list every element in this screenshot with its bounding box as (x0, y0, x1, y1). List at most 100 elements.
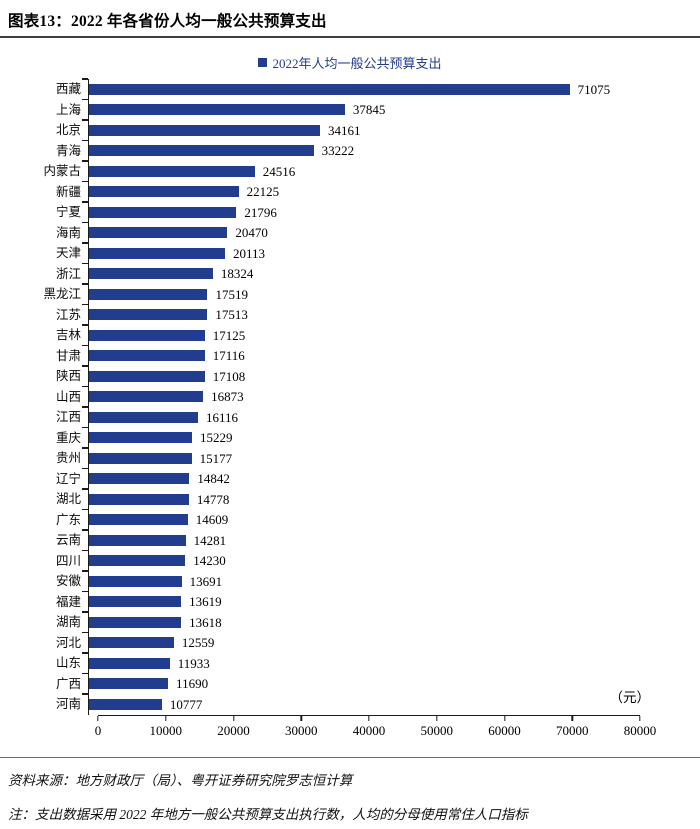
plot-cell: 13691 (82, 570, 630, 592)
bar-row: 湖南 13618 (0, 611, 700, 633)
bar-value: 13618 (189, 614, 222, 630)
bar-row: 甘肃 17116 (0, 344, 700, 366)
category-label: 广东 (55, 512, 81, 527)
bar (89, 493, 189, 505)
plot-cell: 17513 (82, 303, 630, 325)
y-axis-tick (82, 303, 88, 306)
bar-value: 12559 (181, 635, 215, 651)
plot-cell: 14230 (82, 549, 630, 571)
plot-cell: 20113 (82, 242, 630, 264)
bar-row: 江苏 17513 (0, 303, 700, 325)
category-label: 四川 (55, 553, 81, 568)
y-axis-tick (82, 631, 88, 634)
x-axis-tick-label: 30000 (285, 722, 318, 738)
category-label: 山西 (55, 389, 81, 404)
category-label: 河南 (55, 697, 81, 711)
category-label: 黑龙江 (43, 287, 81, 301)
legend-swatch-icon (258, 58, 268, 67)
plot-cell: 34161 (82, 119, 630, 141)
bar (89, 555, 186, 567)
bar (89, 165, 255, 177)
category-label: 上海 (55, 102, 81, 117)
bar-value: 14230 (193, 553, 226, 569)
plot-cell: 17125 (82, 324, 630, 346)
bar-value: 17116 (212, 348, 245, 364)
bar (89, 83, 570, 95)
figure-title: 图表13：2022 年各省份人均一般公共预算支出 (8, 13, 327, 30)
bar-value: 22125 (246, 184, 280, 200)
y-axis-tick (82, 180, 88, 183)
plot-cell: 11690 (82, 672, 630, 694)
category-label: 浙江 (55, 266, 81, 281)
y-axis-tick (82, 221, 88, 224)
bar-value: 71075 (577, 81, 611, 97)
plot-cell: 22125 (82, 180, 630, 202)
y-axis-tick (82, 324, 88, 326)
plot-cell: 17116 (82, 344, 630, 366)
y-axis-tick (82, 139, 88, 142)
x-axis-tick-label: 70000 (556, 722, 589, 738)
y-axis-tick (82, 201, 88, 203)
bar (89, 534, 186, 546)
x-axis-tick-label: 0 (94, 722, 102, 738)
category-label: 江苏 (55, 307, 81, 322)
bar-row: 天津 20113 (0, 242, 700, 264)
plot-cell: 37845 (82, 98, 630, 120)
bar-row: 河南 10777 (0, 693, 700, 715)
plot-cell: 17519 (82, 283, 630, 305)
category-label: 安徽 (55, 574, 81, 588)
bar (89, 616, 182, 628)
category-label: 内蒙古 (43, 164, 81, 178)
category-label: 重庆 (55, 430, 81, 445)
bar-row: 山西 16873 (0, 385, 700, 407)
category-label: 北京 (55, 123, 81, 137)
bar (89, 145, 314, 157)
plot-cell: 71075 (82, 78, 630, 100)
bar-row: 海南 20470 (0, 221, 700, 243)
figure-footer: 资料来源：地方财政厅（局）、粤开证券研究院罗志恒计算 注：支出数据采用 2022… (0, 756, 700, 823)
x-axis-tick (503, 715, 506, 721)
figure-header: 图表13：2022 年各省份人均一般公共预算支出 (0, 0, 700, 38)
plot-cell: 24516 (82, 160, 630, 182)
y-axis-tick (82, 447, 88, 449)
category-label: 福建 (55, 594, 81, 609)
bar (89, 329, 205, 341)
x-axis-tick (571, 715, 573, 721)
plot-cell: 10777 (82, 693, 630, 715)
x-axis-tick (368, 715, 370, 721)
bar-row: 黑龙江 17519 (0, 283, 700, 305)
plot-cell: 33222 (82, 139, 630, 161)
bar (89, 678, 169, 690)
bar (89, 514, 188, 526)
x-axis-tick-label: 50000 (420, 722, 454, 738)
plot-cell: 14842 (82, 467, 630, 489)
bar (89, 350, 205, 362)
bar-row: 宁夏 21796 (0, 201, 700, 223)
bar (89, 124, 320, 136)
plot-cell: 16873 (82, 385, 630, 407)
bar-value: 24516 (262, 163, 296, 179)
y-axis-tick (82, 406, 88, 408)
bar-row: 安徽 13691 (0, 570, 700, 592)
bar-row: 广东 14609 (0, 508, 700, 530)
category-label: 湖北 (55, 492, 81, 506)
x-axis-tick (300, 715, 302, 721)
category-label: 青海 (55, 143, 81, 158)
plot-cell: 16116 (82, 406, 630, 428)
bar (89, 247, 225, 259)
y-axis-tick (82, 426, 88, 429)
bar-row: 云南 14281 (0, 529, 700, 551)
plot-cell: 15177 (82, 447, 630, 469)
bar-row: 湖北 14778 (0, 488, 700, 510)
x-axis-tick (639, 715, 641, 721)
plot-cell: 15229 (82, 426, 630, 448)
bar-value: 14842 (197, 471, 230, 487)
y-axis-tick (82, 508, 88, 511)
y-axis-tick (82, 344, 88, 347)
category-label: 新疆 (55, 184, 81, 199)
axis-unit-label: （元） (609, 689, 651, 705)
bar (89, 309, 208, 321)
bar (89, 575, 182, 587)
bar (89, 452, 192, 464)
x-axis-tick-label: 20000 (217, 722, 250, 738)
